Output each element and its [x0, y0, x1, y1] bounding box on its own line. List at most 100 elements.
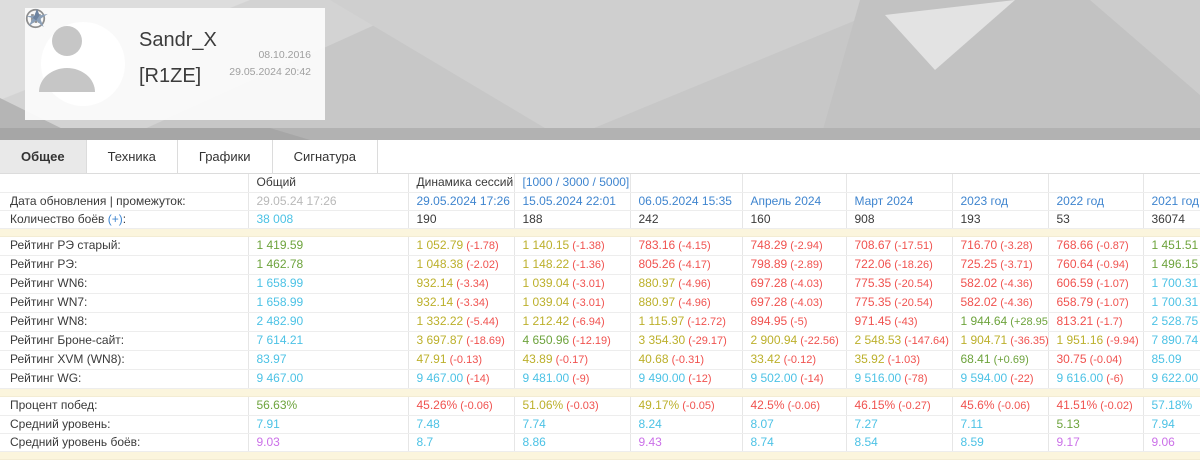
stat-cell: 1 658.99 — [248, 293, 409, 313]
stat-cell: 45.6% (-0.06) — [952, 396, 1049, 416]
stat-cell: 36074 — [1143, 210, 1200, 229]
rating-wn6-row: Рейтинг WN6: 1 658.99 932.14 (-3.34) 1 039.… — [0, 274, 1200, 294]
stat-cell: 1 700.31 — [1143, 274, 1200, 294]
stat-cell: 1 944.64 (+28.95) — [952, 312, 1049, 332]
stat-cell: 880.97 (-4.96) — [630, 274, 743, 294]
stat-cell: 193 — [952, 210, 1049, 229]
stat-cell: 1 140.15 (-1.38) — [514, 236, 631, 256]
tab-vehicles[interactable]: Техника — [87, 140, 178, 173]
stat-cell: 9.06 — [1143, 433, 1200, 452]
stat-cell: 1 904.71 (-36.35) — [952, 331, 1049, 351]
separator-row — [0, 451, 1200, 460]
stat-cell: 658.79 (-1.07) — [1048, 293, 1144, 313]
stat-cell: 2 900.94 (-22.56) — [742, 331, 847, 351]
stat-cell: 56.63% — [248, 396, 409, 416]
last-battle-date: 29.05.2024 20:42 — [229, 66, 311, 78]
row-label: Рейтинг WN7: — [0, 293, 249, 313]
stat-cell: 7.74 — [514, 415, 631, 434]
stat-cell[interactable]: 29.05.2024 17:26 — [408, 192, 515, 211]
stat-cell: 697.28 (-4.03) — [742, 274, 847, 294]
column-headers-row: Общий Динамика сессий [1000 / 3000 / 5000] — [0, 174, 1200, 193]
stat-cell: 1 039.04 (-3.01) — [514, 274, 631, 294]
stat-cell: 708.67 (-17.51) — [846, 236, 953, 256]
stat-cell: 716.70 (-3.28) — [952, 236, 1049, 256]
top-banner: Sandr_X [R1ZE] 08.10.2016 29.05.2024 20:… — [0, 0, 1200, 140]
battles-count-row: Количество боёв (+): 38 008 190 188 242 160 90… — [0, 210, 1200, 229]
stat-cell: 722.06 (-18.26) — [846, 255, 953, 275]
stat-cell: 805.26 (-4.17) — [630, 255, 743, 275]
tab-charts[interactable]: Графики — [178, 140, 273, 173]
stat-cell: 783.16 (-4.15) — [630, 236, 743, 256]
row-label: Рейтинг WN6: — [0, 274, 249, 294]
stat-cell: 3 697.87 (-18.69) — [408, 331, 515, 351]
stat-cell: 775.35 (-20.54) — [846, 293, 953, 313]
tab-general[interactable]: Общее — [0, 140, 87, 173]
stat-cell: 1 148.22 (-1.36) — [514, 255, 631, 275]
stat-cell: 41.51% (-0.02) — [1048, 396, 1144, 416]
stat-cell: 971.45 (-43) — [846, 312, 953, 332]
stat-cell[interactable]: Апрель 2024 — [742, 192, 847, 211]
stat-cell[interactable]: 2022 год — [1048, 192, 1144, 211]
stat-cell[interactable]: 06.05.2024 15:35 — [630, 192, 743, 211]
stat-cell: 3 354.30 (-29.17) — [630, 331, 743, 351]
stat-cell: 798.89 (-2.89) — [742, 255, 847, 275]
row-label: Процент побед: — [0, 396, 249, 416]
stat-cell[interactable]: 2023 год — [952, 192, 1049, 211]
tab-signature[interactable]: Сигнатура — [273, 140, 379, 173]
stat-cell: 2 482.90 — [248, 312, 409, 332]
update-dates-row: Дата обновления | промежуток: 29.05.24 17… — [0, 192, 1200, 211]
stat-cell: 68.41 (+0.69) — [952, 350, 1049, 370]
stat-cell — [846, 174, 953, 193]
stat-cell: 7 890.74 — [1143, 331, 1200, 351]
rating-xvm-row: Рейтинг XVM (WN8): 83.97 47.91 (-0.13) 43.8… — [0, 350, 1200, 370]
stat-cell: 1 658.99 — [248, 274, 409, 294]
stat-cell: 2 548.53 (-147.64) — [846, 331, 953, 351]
stat-cell: 582.02 (-4.36) — [952, 293, 1049, 313]
row-label: Рейтинг Броне-сайт: — [0, 331, 249, 351]
stat-cell[interactable]: 15.05.2024 22:01 — [514, 192, 631, 211]
separator — [0, 388, 1200, 397]
stat-cell: 9 467.00 (-14) — [408, 369, 515, 389]
stat-cell[interactable]: Март 2024 — [846, 192, 953, 211]
stat-cell: 894.95 (-5) — [742, 312, 847, 332]
stat-cell: 932.14 (-3.34) — [408, 293, 515, 313]
rating-re-old-row: Рейтинг РЭ старый: 1 419.59 1 052.79 (-1.7… — [0, 236, 1200, 256]
add-battles-link[interactable]: (+) — [107, 211, 123, 226]
stat-cell: 9.03 — [248, 433, 409, 452]
stat-cell: 9 481.00 (-9) — [514, 369, 631, 389]
stat-cell — [952, 174, 1049, 193]
stat-cell: 49.17% (-0.05) — [630, 396, 743, 416]
row-label: Дата обновления | промежуток: — [0, 192, 249, 211]
stat-cell: 188 — [514, 210, 631, 229]
range-link[interactable]: [1000 / 3000 / 5000] — [514, 174, 631, 193]
avatar — [39, 22, 125, 106]
stat-cell: 43.89 (-0.17) — [514, 350, 631, 370]
stat-cell: 83.97 — [248, 350, 409, 370]
row-label: Рейтинг XVM (WN8): — [0, 350, 249, 370]
stat-cell: 46.15% (-0.27) — [846, 396, 953, 416]
stat-cell: 725.25 (-3.71) — [952, 255, 1049, 275]
stat-cell: 813.21 (-1.7) — [1048, 312, 1144, 332]
row-label: Средний уровень: — [0, 415, 249, 434]
rating-bronesite-row: Рейтинг Броне-сайт: 7 614.21 3 697.87 (-18… — [0, 331, 1200, 351]
stat-cell: 7.94 — [1143, 415, 1200, 434]
stat-cell: 45.26% (-0.06) — [408, 396, 515, 416]
stat-cell: 1 496.15 — [1143, 255, 1200, 275]
row-label: Количество боёв (+): — [0, 210, 249, 229]
stat-cell: 9 622.00 — [1143, 369, 1200, 389]
row-label: Рейтинг WG: — [0, 369, 249, 389]
stat-cell: 1 115.97 (-12.72) — [630, 312, 743, 332]
stat-cell: 880.97 (-4.96) — [630, 293, 743, 313]
stat-cell: 9 502.00 (-14) — [742, 369, 847, 389]
stat-cell: 242 — [630, 210, 743, 229]
stat-cell: 8.74 — [742, 433, 847, 452]
stat-cell: 1 951.16 (-9.94) — [1048, 331, 1144, 351]
stat-cell: 8.7 — [408, 433, 515, 452]
stat-cell: 932.14 (-3.34) — [408, 274, 515, 294]
registration-date: 08.10.2016 — [258, 49, 311, 61]
row-label: Рейтинг WN8: — [0, 312, 249, 332]
separator-row — [0, 388, 1200, 397]
stat-cell[interactable]: 2021 год — [1143, 192, 1200, 211]
rating-wg-row: Рейтинг WG: 9 467.00 9 467.00 (-14) 9 481.0… — [0, 369, 1200, 389]
stat-cell: 9 490.00 (-12) — [630, 369, 743, 389]
